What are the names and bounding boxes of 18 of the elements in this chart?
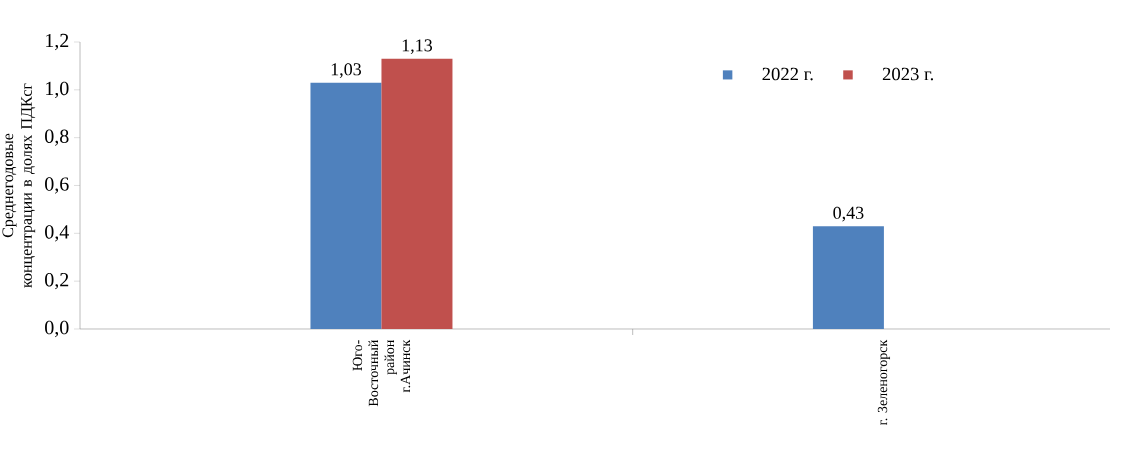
y-tick-label: 0,6 — [45, 177, 69, 194]
x-tick-label: Юго-Восточный район г.Ачинск — [352, 339, 411, 407]
y-tick-label: 0,8 — [45, 129, 69, 146]
y-tick-label: 1,2 — [46, 33, 69, 51]
y-tick-label: 1,0 — [46, 81, 69, 99]
bar — [812, 226, 884, 329]
bar — [381, 58, 453, 329]
legend-label: 2023 г. — [882, 67, 934, 81]
data-label: 0,43 — [833, 206, 864, 222]
x-tick-label: г. Зеленогорск — [877, 339, 891, 426]
y-tick-label: 0,0 — [45, 320, 69, 338]
legend-label: 2022 г. — [762, 67, 813, 81]
y-axis-title: Среднегодовые концентрации в долях ПДКсг — [2, 83, 36, 288]
bar — [310, 82, 382, 329]
y-tick-label: 0,4 — [45, 225, 69, 242]
data-label: 1,03 — [331, 63, 362, 78]
y-tick-label: 0,2 — [45, 272, 69, 290]
data-label: 1,13 — [402, 39, 433, 55]
